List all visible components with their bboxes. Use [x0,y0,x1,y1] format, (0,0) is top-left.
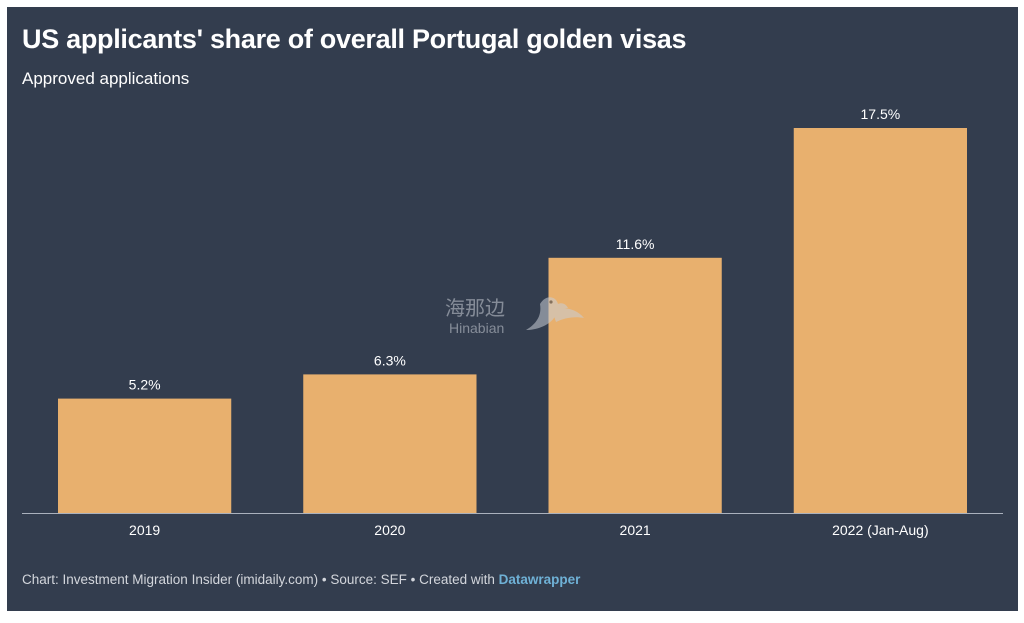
chart-footer: Chart: Investment Migration Insider (imi… [22,572,580,587]
bar-2019[interactable] [58,398,232,513]
x-tick-label: 2020 [374,522,405,538]
datawrapper-link[interactable]: Datawrapper [498,572,581,587]
x-tick-label: 2022 (Jan-Aug) [832,522,929,538]
chart-panel: US applicants' share of overall Portugal… [7,7,1018,611]
x-tick-label: 2019 [129,522,160,538]
footer-credit-text: Chart: Investment Migration Insider (imi… [22,572,499,587]
chart-subtitle: Approved applications [22,69,190,88]
bar-chart: 5.2% 2019 6.3% 2020 11.6% 2021 17.5% 2022 (Jan-… [22,106,1003,538]
data-label: 11.6% [616,236,655,252]
data-label: 17.5% [861,106,901,122]
watermark-cn-text: 海那边 [445,296,505,320]
data-label: 6.3% [374,352,406,368]
chart-title: US applicants' share of overall Portugal… [22,24,687,54]
data-label: 5.2% [129,377,161,393]
bird-logo-icon [526,297,584,330]
bar-2020[interactable] [303,374,477,513]
watermark-en-text: Hinabian [449,320,505,336]
bar-2022[interactable] [793,128,967,513]
hinabian-watermark: 海那边 Hinabian [437,290,597,350]
x-tick-label: 2021 [620,522,651,538]
bar-2021[interactable] [548,257,722,513]
